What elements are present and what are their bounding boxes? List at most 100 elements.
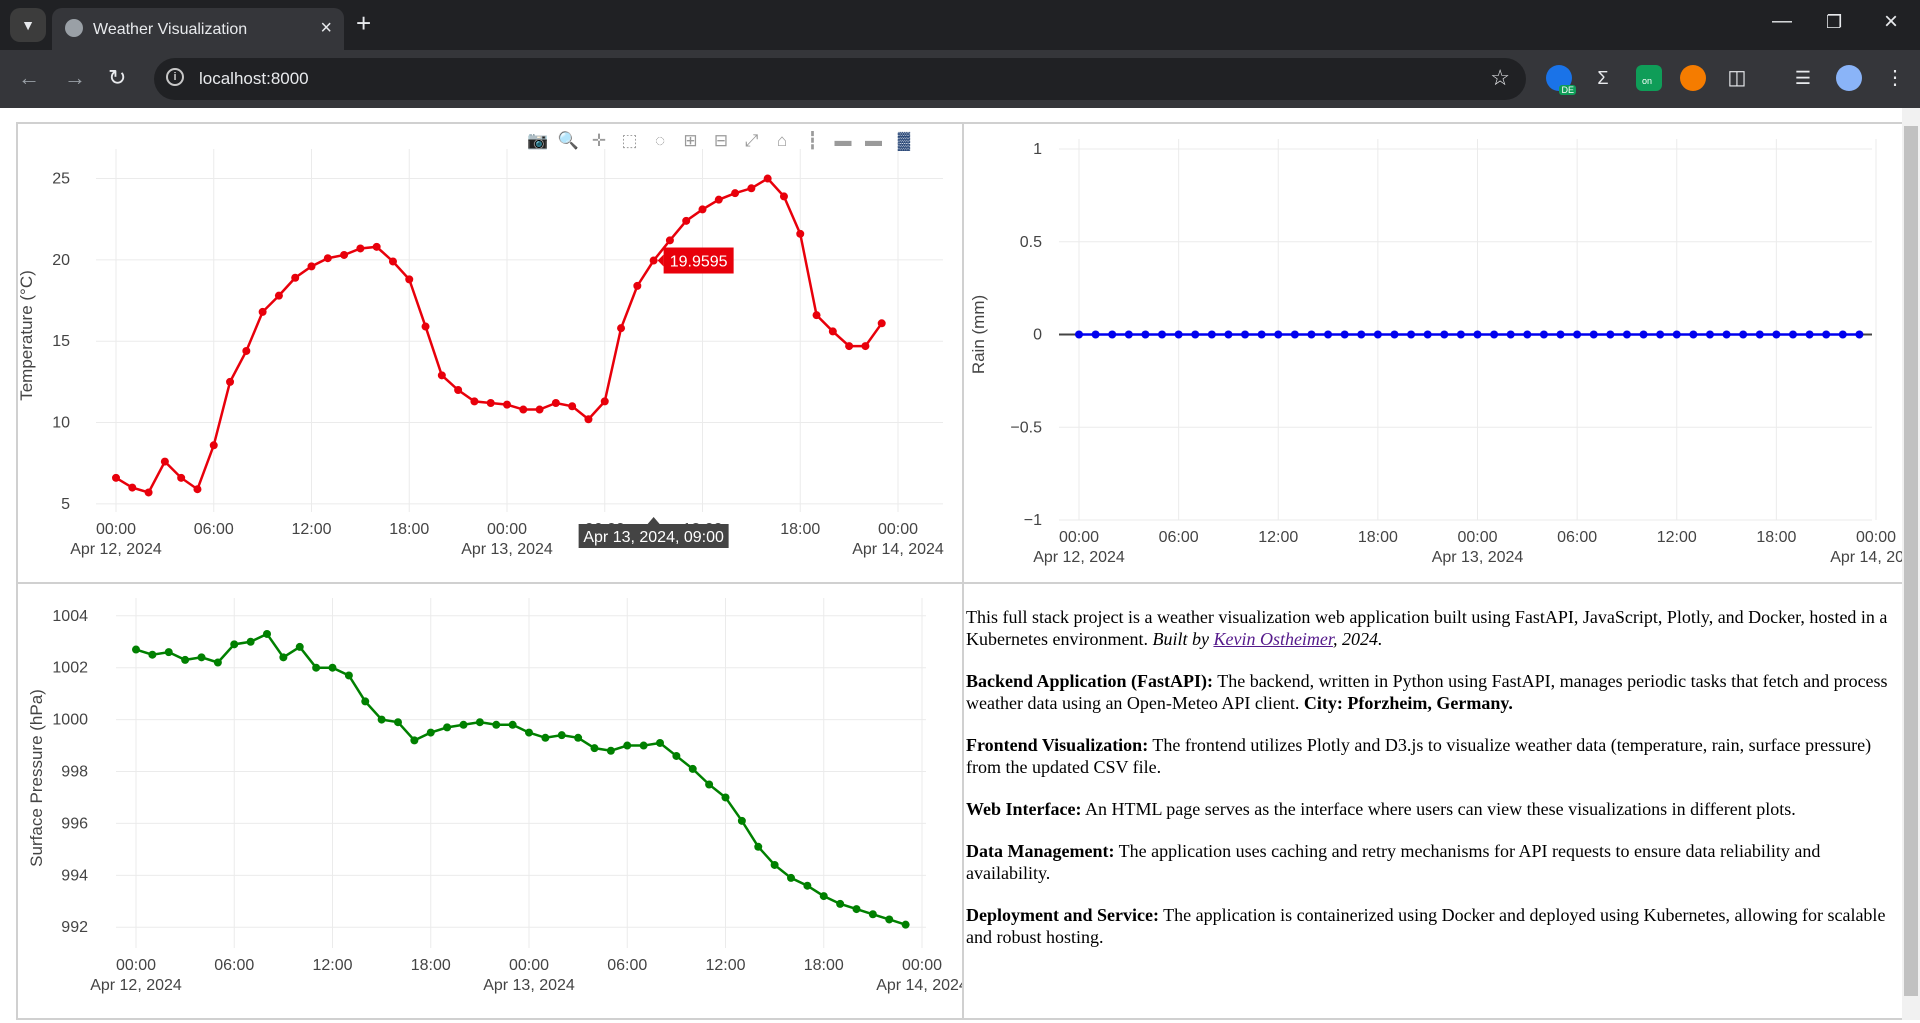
- data-point: [356, 244, 365, 253]
- data-point: [1440, 330, 1449, 339]
- reset-axes-icon[interactable]: ⌂: [777, 131, 787, 150]
- y-tick-label: 0: [1033, 327, 1042, 344]
- data-point: [475, 718, 484, 727]
- x-tick-date: Apr 13, 2024: [461, 541, 553, 558]
- back-button[interactable]: ←: [18, 65, 40, 90]
- deployment-label: Deployment and Service:: [966, 905, 1159, 925]
- x-tick-label: 12:00: [291, 521, 331, 538]
- pressure-chart[interactable]: 00:00 Apr 12, 2024 06:00 12:00 18:00 00:00 Apr…: [18, 584, 968, 1018]
- data-point: [405, 275, 414, 284]
- media-control-icon[interactable]: ☰: [1794, 68, 1812, 88]
- project-description: This full stack project is a weather vis…: [966, 606, 1898, 968]
- data-point: [705, 780, 714, 789]
- y-tick-label: 0.5: [1020, 234, 1042, 251]
- lasso-icon[interactable]: ◌: [655, 131, 665, 150]
- close-window-button[interactable]: ×: [1884, 8, 1899, 35]
- x-tick-date: Apr 14, 2024: [876, 977, 962, 994]
- data-point: [263, 629, 271, 638]
- spike-lines-icon[interactable]: ┇: [807, 130, 817, 150]
- box-select-icon[interactable]: ⬚: [621, 131, 637, 150]
- x-tick-label: 18:00: [389, 521, 429, 538]
- tab-search-button[interactable]: ▼: [10, 8, 46, 42]
- y-tick-label: 5: [61, 496, 70, 513]
- y-tick-label: 996: [61, 815, 88, 832]
- autoscale-icon[interactable]: ⤢: [745, 131, 759, 150]
- translate-ext-icon[interactable]: DE: [1546, 65, 1576, 95]
- data-point: [1390, 330, 1399, 339]
- backend-label: Backend Application (FastAPI):: [966, 671, 1214, 691]
- data-point: [845, 342, 854, 351]
- data-point: [1855, 330, 1864, 339]
- data-point: [307, 262, 316, 271]
- x-tick-label: 00:00: [1059, 529, 1099, 546]
- y-tick-label: 992: [61, 919, 88, 936]
- x-tick-label: 00:00: [96, 521, 136, 538]
- data-point: [177, 473, 186, 482]
- closest-hover-icon[interactable]: ▬: [865, 131, 882, 150]
- forward-button[interactable]: →: [64, 65, 86, 90]
- data-point: [1456, 330, 1465, 339]
- x-tick-label: 12:00: [705, 957, 745, 974]
- data-point: [1357, 330, 1366, 339]
- data-point: [1108, 330, 1117, 339]
- plotly-logo-icon[interactable]: ▓: [898, 131, 911, 151]
- puzzle-icon[interactable]: ◫: [1727, 67, 1747, 89]
- restore-button[interactable]: ❐: [1826, 12, 1843, 32]
- y-tick-label: 20: [52, 252, 70, 269]
- data-point: [128, 483, 137, 492]
- x-tick-label: 00:00: [878, 521, 918, 538]
- desc-intro-text: This full stack project is a weather vis…: [966, 607, 1888, 649]
- y-tick-label: −1: [1024, 512, 1042, 529]
- data-point: [1523, 330, 1532, 339]
- x-tick-date: Apr 12, 2024: [70, 541, 162, 558]
- data-point: [193, 485, 202, 494]
- text-ext-icon[interactable]: Σ: [1597, 68, 1609, 88]
- profile-avatar[interactable]: [1836, 65, 1862, 91]
- tab-title: Weather Visualization: [93, 21, 248, 38]
- data-point: [459, 720, 468, 729]
- tab-close-icon[interactable]: ×: [320, 17, 332, 39]
- data-point: [901, 920, 910, 929]
- orange-ext-icon[interactable]: [1680, 65, 1706, 91]
- data-point: [828, 327, 837, 336]
- on-ext-icon[interactable]: on: [1636, 65, 1662, 91]
- y-axis-title: Temperature (°C): [18, 270, 36, 401]
- rain-chart[interactable]: 00:00 Apr 12, 2024 06:00 12:00 18:00 00:00 Apr…: [964, 124, 1920, 582]
- zoom-in-icon[interactable]: ⊞: [683, 131, 697, 150]
- y-tick-label: 1004: [52, 608, 88, 625]
- author-link[interactable]: Kevin Ostheimer: [1213, 629, 1333, 649]
- compare-hover-icon[interactable]: ▬: [835, 131, 852, 150]
- new-tab-button[interactable]: +: [356, 8, 372, 38]
- data-point: [340, 250, 349, 259]
- reload-button[interactable]: ↻: [108, 65, 127, 90]
- data-point: [1224, 330, 1233, 339]
- scrollbar-thumb[interactable]: [1904, 126, 1918, 996]
- zoom-out-icon[interactable]: ⊟: [714, 131, 728, 150]
- data-point: [372, 242, 381, 251]
- y-tick-label: 25: [52, 171, 70, 188]
- minimize-button[interactable]: —: [1772, 10, 1792, 32]
- bookmark-star-icon[interactable]: ☆: [1490, 65, 1510, 90]
- data-point: [1689, 330, 1698, 339]
- tab-bar: ▼ Weather Visualization × + — ❐ ×: [0, 0, 1920, 50]
- data-point: [1174, 330, 1183, 339]
- camera-icon[interactable]: 📷: [527, 131, 548, 150]
- data-point: [1788, 330, 1797, 339]
- pan-icon[interactable]: ✛: [592, 131, 606, 150]
- menu-icon[interactable]: ⋮: [1885, 67, 1905, 89]
- address-bar[interactable]: i localhost:8000 ☆: [154, 58, 1526, 100]
- zoom-icon[interactable]: 🔍: [558, 129, 579, 150]
- hover-x-text: Apr 13, 2024, 09:00: [583, 529, 724, 546]
- data-point: [394, 718, 402, 727]
- y-axis-title: Surface Pressure (hPa): [27, 689, 46, 867]
- y-tick-label: 15: [52, 333, 70, 350]
- x-tick-label: 00:00: [1856, 529, 1896, 546]
- site-info-icon[interactable]: i: [166, 68, 184, 86]
- data-point: [731, 189, 740, 198]
- data-point: [1556, 330, 1565, 339]
- data-point: [600, 397, 609, 406]
- temperature-chart[interactable]: 00:00 Apr 12, 2024 06:00 12:00 18:00 00:00 Apr…: [17, 124, 962, 582]
- city-label: City: Pforzheim, Germany.: [1303, 693, 1513, 713]
- hover-value-arrow: [657, 254, 664, 267]
- browser-tab[interactable]: Weather Visualization ×: [52, 8, 344, 50]
